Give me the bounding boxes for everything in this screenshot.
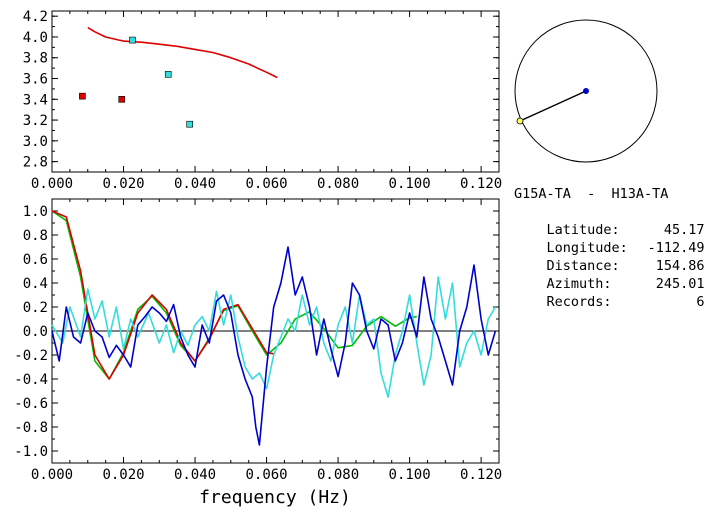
info-value: 45.17 bbox=[663, 222, 704, 238]
series-line-cyan bbox=[51, 276, 497, 398]
info-label: Latitude: bbox=[546, 222, 620, 238]
bottom-plot: 0.000 0.020 0.040 0.060 0.080 0.100 0.120 -1.0 -… bbox=[14, 198, 502, 483]
info-value: 154.86 bbox=[655, 258, 704, 274]
y-tick-label: 4.0 bbox=[23, 30, 48, 46]
center-station-marker bbox=[583, 88, 589, 94]
x-tick-label: 0.080 bbox=[317, 176, 359, 192]
series-line-blue bbox=[51, 246, 497, 446]
x-tick-label: 0.020 bbox=[102, 467, 144, 483]
series-line-green bbox=[51, 210, 417, 380]
y-tick-label: -1.0 bbox=[14, 444, 48, 460]
pair-title: G15A-TA - H13A-TA bbox=[514, 186, 669, 202]
x-tick-label: 0.120 bbox=[460, 467, 502, 483]
y-tick-label: 0.2 bbox=[23, 300, 48, 316]
info-label: Distance: bbox=[546, 258, 620, 274]
series-line-red bbox=[87, 26, 278, 79]
azimuth-line bbox=[519, 90, 587, 122]
x-tick-label: 0.040 bbox=[174, 176, 216, 192]
data-point bbox=[129, 36, 136, 44]
plot-frame bbox=[51, 10, 500, 173]
station-map bbox=[514, 19, 658, 163]
info-row: Records: 6 bbox=[514, 275, 704, 329]
x-tick-label: 0.000 bbox=[31, 467, 73, 483]
info-label: Records: bbox=[546, 294, 612, 310]
x-tick-label: 0.120 bbox=[460, 176, 502, 192]
info-value: -112.49 bbox=[647, 240, 704, 256]
y-tick-label: 3.0 bbox=[23, 134, 48, 150]
info-row: Latitude: 45.17 bbox=[514, 203, 704, 257]
data-point bbox=[79, 92, 86, 100]
info-row: Azimuth: 245.01 bbox=[514, 257, 704, 311]
y-tick-label: 3.8 bbox=[23, 51, 48, 67]
info-row: Distance: 154.86 bbox=[514, 239, 704, 293]
y-tick-label: 0.6 bbox=[23, 252, 48, 268]
remote-station-marker bbox=[516, 117, 524, 125]
map-circle bbox=[514, 19, 658, 163]
y-tick-label: 2.8 bbox=[23, 155, 48, 171]
series-line-red bbox=[51, 210, 274, 380]
y-tick-label: -0.6 bbox=[14, 396, 48, 412]
info-label: Azimuth: bbox=[546, 276, 612, 292]
y-tick-label: 4.2 bbox=[23, 9, 48, 25]
x-tick-label: 0.060 bbox=[245, 176, 287, 192]
y-tick-label: 3.6 bbox=[23, 72, 48, 88]
info-label: Longitude: bbox=[546, 240, 628, 256]
y-tick-label: -0.2 bbox=[14, 348, 48, 364]
x-tick-label: 0.060 bbox=[245, 467, 287, 483]
x-tick-label: 0.000 bbox=[31, 176, 73, 192]
y-tick-label: -0.4 bbox=[14, 372, 48, 388]
y-tick-label: 0.4 bbox=[23, 276, 48, 292]
data-point bbox=[118, 95, 126, 103]
top-plot: 0.000 0.020 0.040 0.060 0.080 0.100 0.120 2.8 3.… bbox=[23, 9, 502, 192]
y-tick-label: 3.4 bbox=[23, 92, 48, 108]
x-tick-label: 0.100 bbox=[389, 176, 431, 192]
y-tick-label: 1.0 bbox=[23, 204, 48, 220]
x-tick-label: 0.020 bbox=[102, 176, 144, 192]
data-point bbox=[186, 120, 193, 128]
y-tick-label: 0.8 bbox=[23, 228, 48, 244]
x-tick-label: 0.040 bbox=[174, 467, 216, 483]
data-point bbox=[164, 71, 172, 78]
x-tick-label: 0.080 bbox=[317, 467, 359, 483]
y-tick-label: 3.2 bbox=[23, 113, 48, 129]
y-tick-label: 0.0 bbox=[23, 324, 48, 340]
x-axis-label: frequency (Hz) bbox=[199, 487, 351, 508]
info-value: 6 bbox=[696, 294, 704, 310]
info-value: 245.01 bbox=[655, 276, 704, 292]
info-row: Longitude: -112.49 bbox=[514, 221, 704, 275]
x-tick-label: 0.100 bbox=[389, 467, 431, 483]
y-tick-label: -0.8 bbox=[14, 420, 48, 436]
